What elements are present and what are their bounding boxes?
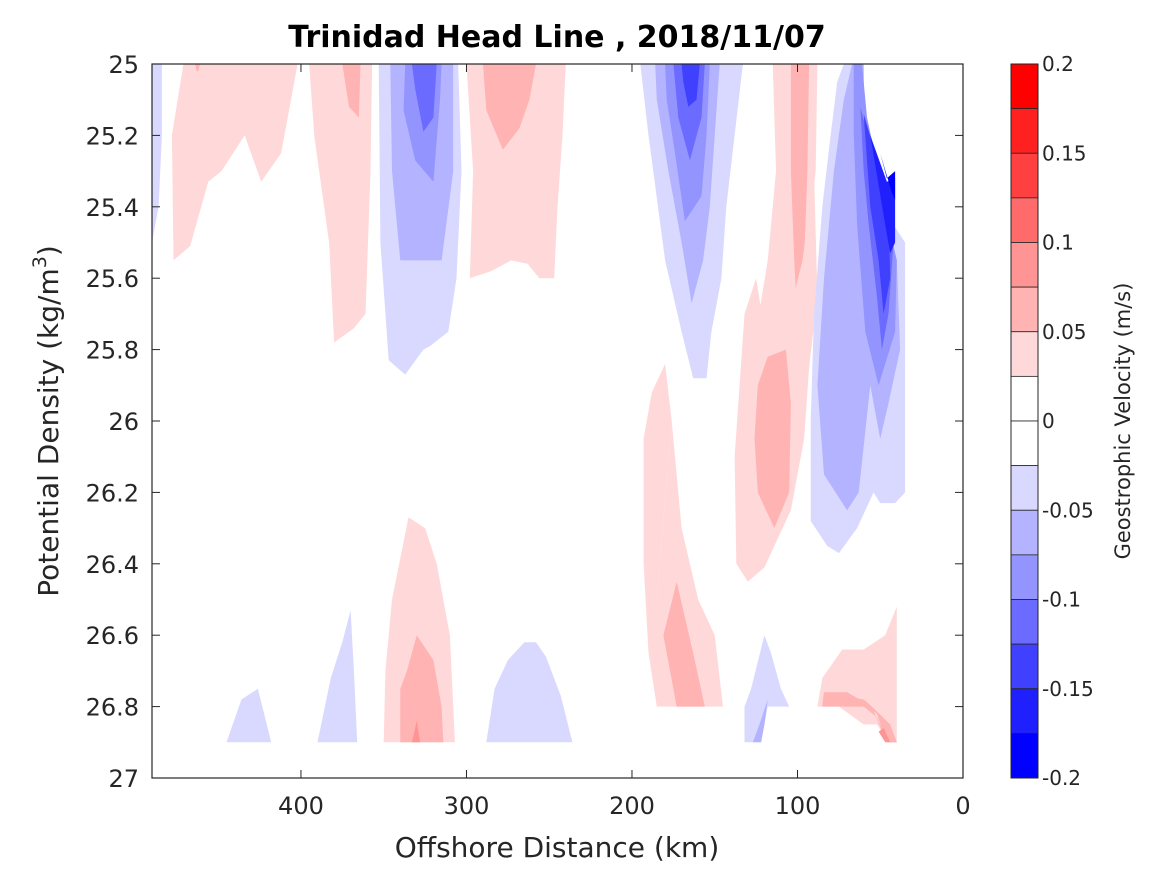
y-tick-label: 27 xyxy=(108,765,139,793)
y-axis-label-base: Potential Density (kg/m xyxy=(32,268,65,597)
colorbar-swatch xyxy=(1010,509,1039,556)
y-axis-label: Potential Density (kg/m3) xyxy=(29,245,65,597)
colorbar-swatch xyxy=(1010,375,1039,422)
y-tick-label: 25.8 xyxy=(86,337,139,365)
colorbar-swatch xyxy=(1010,643,1039,690)
colorbar-swatch xyxy=(1010,286,1039,333)
chart-title: Trinidad Head Line , 2018/11/07 xyxy=(288,20,825,55)
x-tick-label: 0 xyxy=(955,792,970,820)
colorbar-swatch xyxy=(1010,197,1039,243)
contour-region-pos-115-mid-l2 xyxy=(754,349,791,529)
x-tick-label: 100 xyxy=(775,792,821,820)
contour-region-left-edge-neg xyxy=(152,64,162,243)
y-tick-label: 26.4 xyxy=(86,551,139,579)
contour-region-pos-100-upper-l2 xyxy=(790,64,810,321)
contour-region-neg-lower-380 xyxy=(317,610,358,743)
contour-regions xyxy=(152,64,906,743)
colorbar-swatch xyxy=(1010,465,1039,511)
contour-region-west-pos-lobe xyxy=(171,64,298,261)
colorbar-swatch xyxy=(1010,554,1039,600)
x-axis-ticks: 400 300 200 100 0 xyxy=(278,64,971,820)
y-tick-label: 26.6 xyxy=(86,622,139,650)
contour-region-west-pos-small xyxy=(195,64,200,72)
contour-region-neg-lower-260 xyxy=(486,642,573,743)
y-tick-label: 26.2 xyxy=(86,479,139,507)
y-tick-label: 25 xyxy=(108,51,139,79)
contour-region-neg-lower-115-l1 xyxy=(744,635,790,743)
x-tick-label: 200 xyxy=(609,792,655,820)
colorbar-swatch xyxy=(1010,63,1039,110)
colorbar-swatches xyxy=(1010,63,1039,779)
colorbar-tick-label: -0.2 xyxy=(1042,766,1081,790)
contour-region-neg-330-l4 xyxy=(411,64,437,132)
y-tick-label: 25.2 xyxy=(86,122,139,150)
colorbar-swatch xyxy=(1010,688,1039,734)
y-axis-ticks: 25 25.2 25.4 25.6 25.8 26 26.2 26.4 26.6 26.8 27 xyxy=(86,51,963,793)
colorbar-tick-label: 0 xyxy=(1042,409,1055,433)
y-axis-label-close: ) xyxy=(32,245,65,256)
colorbar-swatch xyxy=(1010,420,1039,467)
colorbar-tick-label: 0.05 xyxy=(1042,320,1087,344)
colorbar-tick-label: -0.1 xyxy=(1042,588,1081,612)
x-tick-label: 300 xyxy=(444,792,490,820)
contour-region-neg-60-l2 xyxy=(817,64,901,511)
y-axis-label-superscript: 3 xyxy=(29,256,51,268)
colorbar-tick-label: 0.2 xyxy=(1042,52,1074,76)
colorbar-frame xyxy=(1010,63,1039,779)
y-tick-label: 26 xyxy=(108,408,139,436)
contour-region-neg-60-l5 xyxy=(863,114,891,314)
contour-region-pos-270-l2 xyxy=(483,64,536,150)
plot-area: 400 300 200 100 0 25 25.2 25.4 25.6 25.8 26 26.2 26… xyxy=(86,51,971,820)
contour-region-pos-180-lower-l1b xyxy=(643,363,672,600)
contour-region-pos-lower-60-l2b xyxy=(822,692,897,743)
y-tick-label: 25.4 xyxy=(86,194,139,222)
colorbar-tick-label: -0.05 xyxy=(1042,498,1094,522)
colorbar-swatch xyxy=(1010,732,1039,779)
colorbar-swatch xyxy=(1010,242,1039,288)
contour-region-neg-60-l6 xyxy=(870,135,896,254)
colorbar-tick-label: -0.15 xyxy=(1042,677,1094,701)
colorbar-swatch xyxy=(1010,599,1039,645)
contour-region-pos-lower-60-l1 xyxy=(817,606,897,743)
contour-region-pos-330-lower-l2 xyxy=(400,635,444,743)
colorbar-swatch xyxy=(1010,152,1039,199)
colorbar-tick-label: 0.1 xyxy=(1042,231,1074,255)
colorbar-tick-label: 0.15 xyxy=(1042,141,1087,165)
contour-region-pos-380-lobe xyxy=(309,64,373,343)
colorbar: 0.2 0.15 0.1 0.05 0 -0.05 -0.1 -0.15 -0.2 Geostr… xyxy=(1010,52,1135,790)
colorbar-swatch xyxy=(1010,331,1039,377)
colorbar-swatch xyxy=(1010,108,1039,154)
contour-region-neg-155-l5 xyxy=(681,64,700,107)
contour-region-pos-lower-60-l3 xyxy=(878,728,891,743)
y-tick-label: 25.6 xyxy=(86,265,139,293)
contour-region-pos-330-lower-l3 xyxy=(411,720,421,743)
contour-region-pos-380-core xyxy=(342,64,361,118)
x-tick-label: 400 xyxy=(278,792,324,820)
colorbar-ticks: 0.2 0.15 0.1 0.05 0 -0.05 -0.1 -0.15 -0.2 xyxy=(1042,52,1094,790)
contour-region-pos-180-lower-l1 xyxy=(643,392,723,707)
y-tick-label: 26.8 xyxy=(86,694,139,722)
contour-region-neg-60-l7 xyxy=(880,153,896,200)
x-axis-label: Offshore Distance (km) xyxy=(395,831,720,864)
contour-region-neg-lower-440 xyxy=(226,688,272,743)
contour-region-neg-lower-115-l2 xyxy=(752,699,768,743)
colorbar-title: Geostrophic Velocity (m/s) xyxy=(1111,283,1135,560)
contour-region-pos-180-lower-l2 xyxy=(663,581,705,707)
